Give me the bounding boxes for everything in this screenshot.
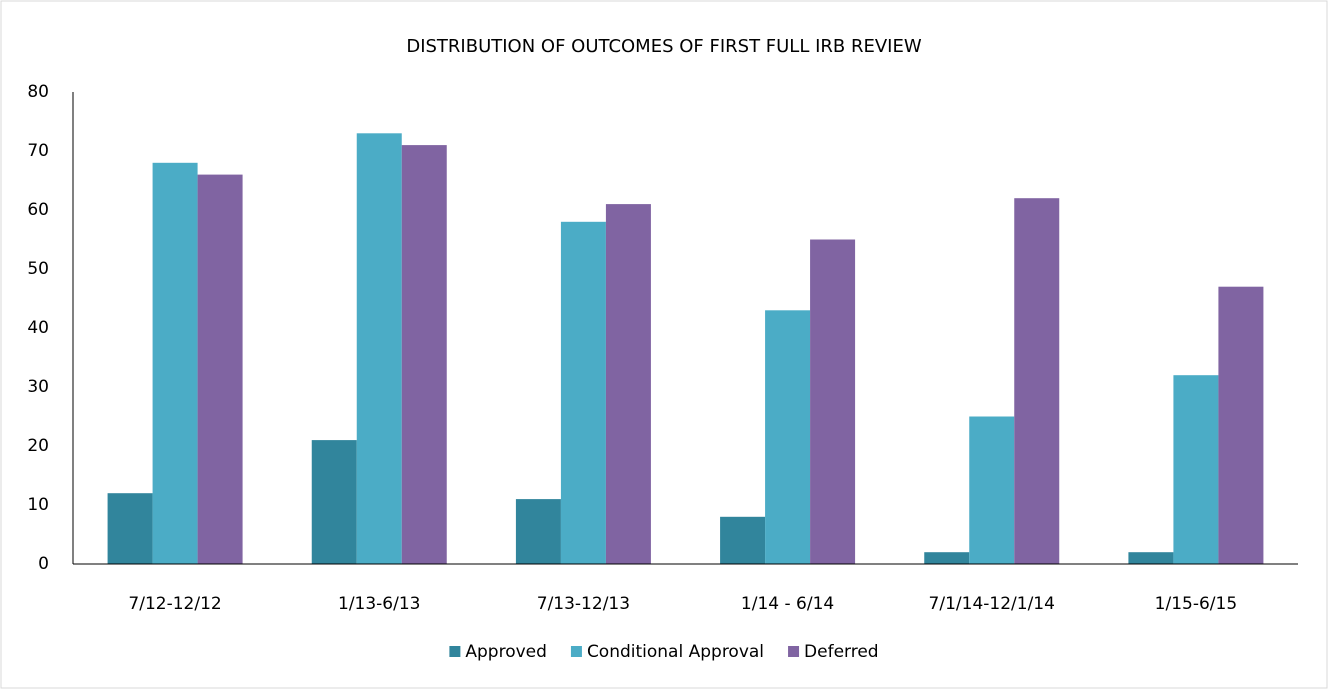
x-tick-label: 7/1/14-12/1/14 — [929, 594, 1055, 614]
bar — [197, 174, 243, 564]
x-tick-label: 1/15-6/15 — [1155, 594, 1238, 614]
bar — [924, 552, 970, 564]
y-tick-label: 0 — [38, 554, 49, 574]
legend-swatch — [788, 646, 800, 657]
bar — [356, 133, 402, 565]
legend-label: Conditional Approval — [587, 642, 764, 662]
bar — [515, 499, 561, 564]
y-tick-label: 30 — [27, 377, 49, 397]
y-tick-label: 50 — [27, 259, 49, 279]
bar — [107, 493, 153, 564]
bar — [605, 204, 651, 564]
bar — [1128, 552, 1174, 564]
bar — [810, 239, 856, 564]
bar — [152, 162, 198, 565]
y-tick-label: 10 — [27, 495, 49, 515]
legend-swatch — [570, 646, 582, 657]
legend-label: Approved — [465, 642, 547, 662]
bar — [1173, 375, 1219, 564]
y-tick-label: 70 — [27, 141, 49, 161]
x-tick-label: 1/14 - 6/14 — [741, 594, 834, 614]
bar — [311, 440, 357, 564]
y-tick-label: 40 — [27, 318, 49, 338]
bar — [969, 416, 1015, 564]
bar — [560, 221, 606, 565]
bar — [765, 310, 811, 564]
legend-label: Deferred — [804, 642, 879, 662]
x-tick-label: 7/12-12/12 — [128, 594, 221, 614]
y-tick-label: 20 — [27, 436, 49, 456]
bar — [401, 145, 447, 564]
y-tick-label: 60 — [27, 200, 49, 220]
chart-title: DISTRIBUTION OF OUTCOMES OF FIRST FULL I… — [406, 36, 922, 57]
bar — [1014, 198, 1060, 564]
bar — [720, 516, 766, 564]
legend-swatch — [449, 646, 461, 657]
y-tick-label: 80 — [27, 82, 49, 102]
bar — [1218, 286, 1264, 564]
x-tick-label: 1/13-6/13 — [338, 594, 421, 614]
x-tick-label: 7/13-12/13 — [537, 594, 630, 614]
